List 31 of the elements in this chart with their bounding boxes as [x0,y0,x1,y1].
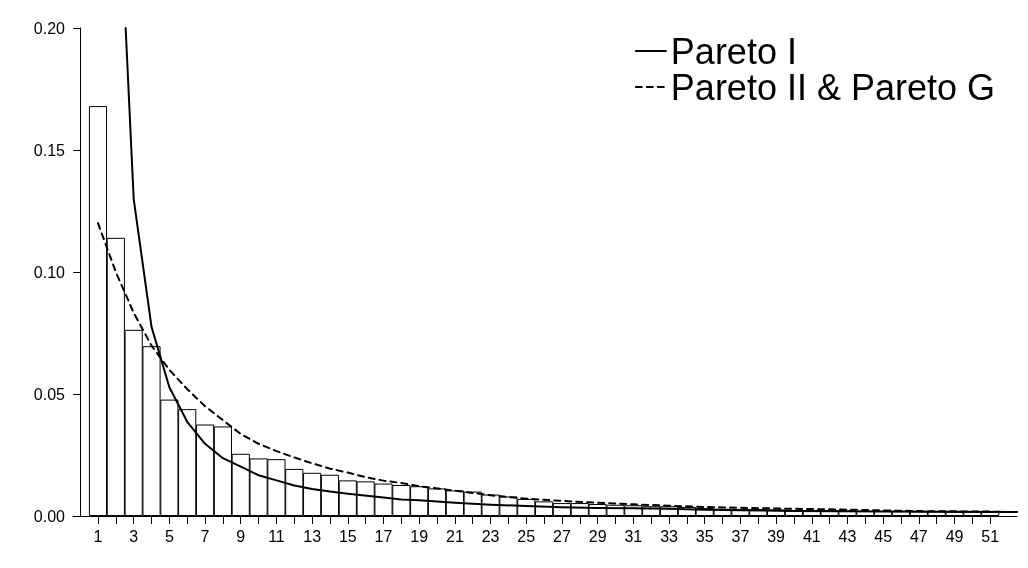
x-tick-label: 23 [481,527,500,545]
x-tick-label: 45 [874,527,893,545]
x-tick-label: 5 [164,527,174,545]
x-tick-label: 17 [374,527,393,545]
x-tick-label: 47 [909,527,928,545]
x-tick-label: 41 [802,527,821,545]
x-tick-label: 29 [588,527,607,545]
x-tick-label: 37 [731,527,750,545]
y-tick-label: 0.00 [33,507,66,525]
x-tick-label: 25 [517,527,536,545]
y-tick-label: 0.05 [33,385,66,403]
x-tick-label: 39 [767,527,786,545]
x-tick-label: 35 [695,527,714,545]
y-tick-label: 0.15 [33,141,66,159]
x-tick-label: 9 [236,527,246,545]
x-tick-label: 19 [410,527,429,545]
x-tick-label: 11 [268,527,285,545]
x-tick-label: 1 [93,527,103,545]
x-tick-label: 49 [945,527,964,545]
x-tick-label: 13 [303,527,322,545]
x-tick-label: 15 [338,527,357,545]
y-tick-label: 0.10 [33,263,66,281]
x-tick-label: 7 [200,527,210,545]
y-tick-label: 0.20 [33,19,66,37]
x-tick-label: 51 [981,527,1000,545]
x-tick-label: 43 [838,527,857,545]
x-tick-label: 21 [445,527,464,545]
x-tick-label: 31 [624,527,643,545]
x-tick-label: 3 [129,527,139,545]
x-tick-label: 27 [553,527,571,545]
x-tick-label: 33 [660,527,679,545]
